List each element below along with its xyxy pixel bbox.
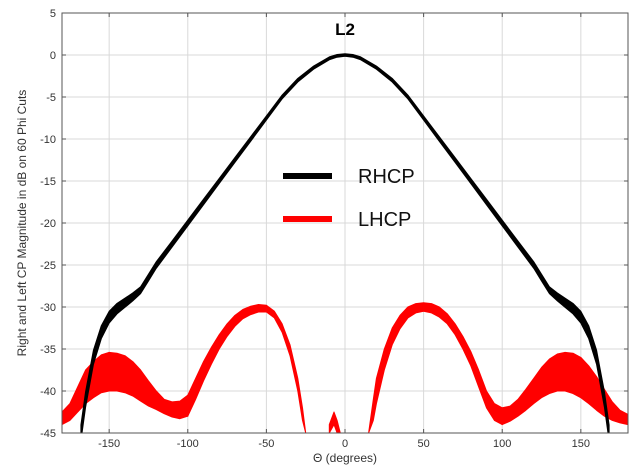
y-tick-labels: 5 0 -5 -10 -15 -20 -25 -30 -35 -40 -45 [40,8,56,440]
y-tick-label: 5 [50,8,56,20]
x-tick-label: -50 [258,438,274,450]
ticks [62,12,628,434]
x-tick-label: -100 [177,438,199,450]
curve-annotation: L2 [335,20,355,39]
y-tick-label: -45 [40,428,56,440]
x-tick-label: 50 [417,438,429,450]
x-axis-label: Θ (degrees) [313,451,377,465]
x-tick-label: 0 [342,438,348,450]
x-tick-label: -150 [98,438,120,450]
series-lhcp-band [501,351,628,426]
y-tick-label: -10 [40,134,56,146]
x-tick-labels: -150 -100 -50 0 50 100 150 [98,438,590,450]
legend-label-lhcp: LHCP [358,209,411,231]
y-tick-label: -15 [40,176,56,188]
x-tick-label: 150 [572,438,590,450]
legend: RHCP LHCP [283,166,415,231]
series-rhcp-line [80,53,610,433]
legend-label-rhcp: RHCP [358,166,415,188]
y-tick-label: -40 [40,386,56,398]
series-lhcp-band [328,411,341,433]
series-layer [62,53,628,433]
y-tick-label: -20 [40,218,56,230]
y-tick-label: -35 [40,344,56,356]
y-tick-label: -25 [40,260,56,272]
series-lhcp-band [187,304,307,433]
y-tick-label: -5 [46,92,56,104]
y-tick-label: 0 [50,50,56,62]
x-tick-label: 100 [493,438,511,450]
y-tick-label: -30 [40,302,56,314]
y-axis-label: Right and Left CP Magnitude in dB on 60 … [15,90,29,357]
